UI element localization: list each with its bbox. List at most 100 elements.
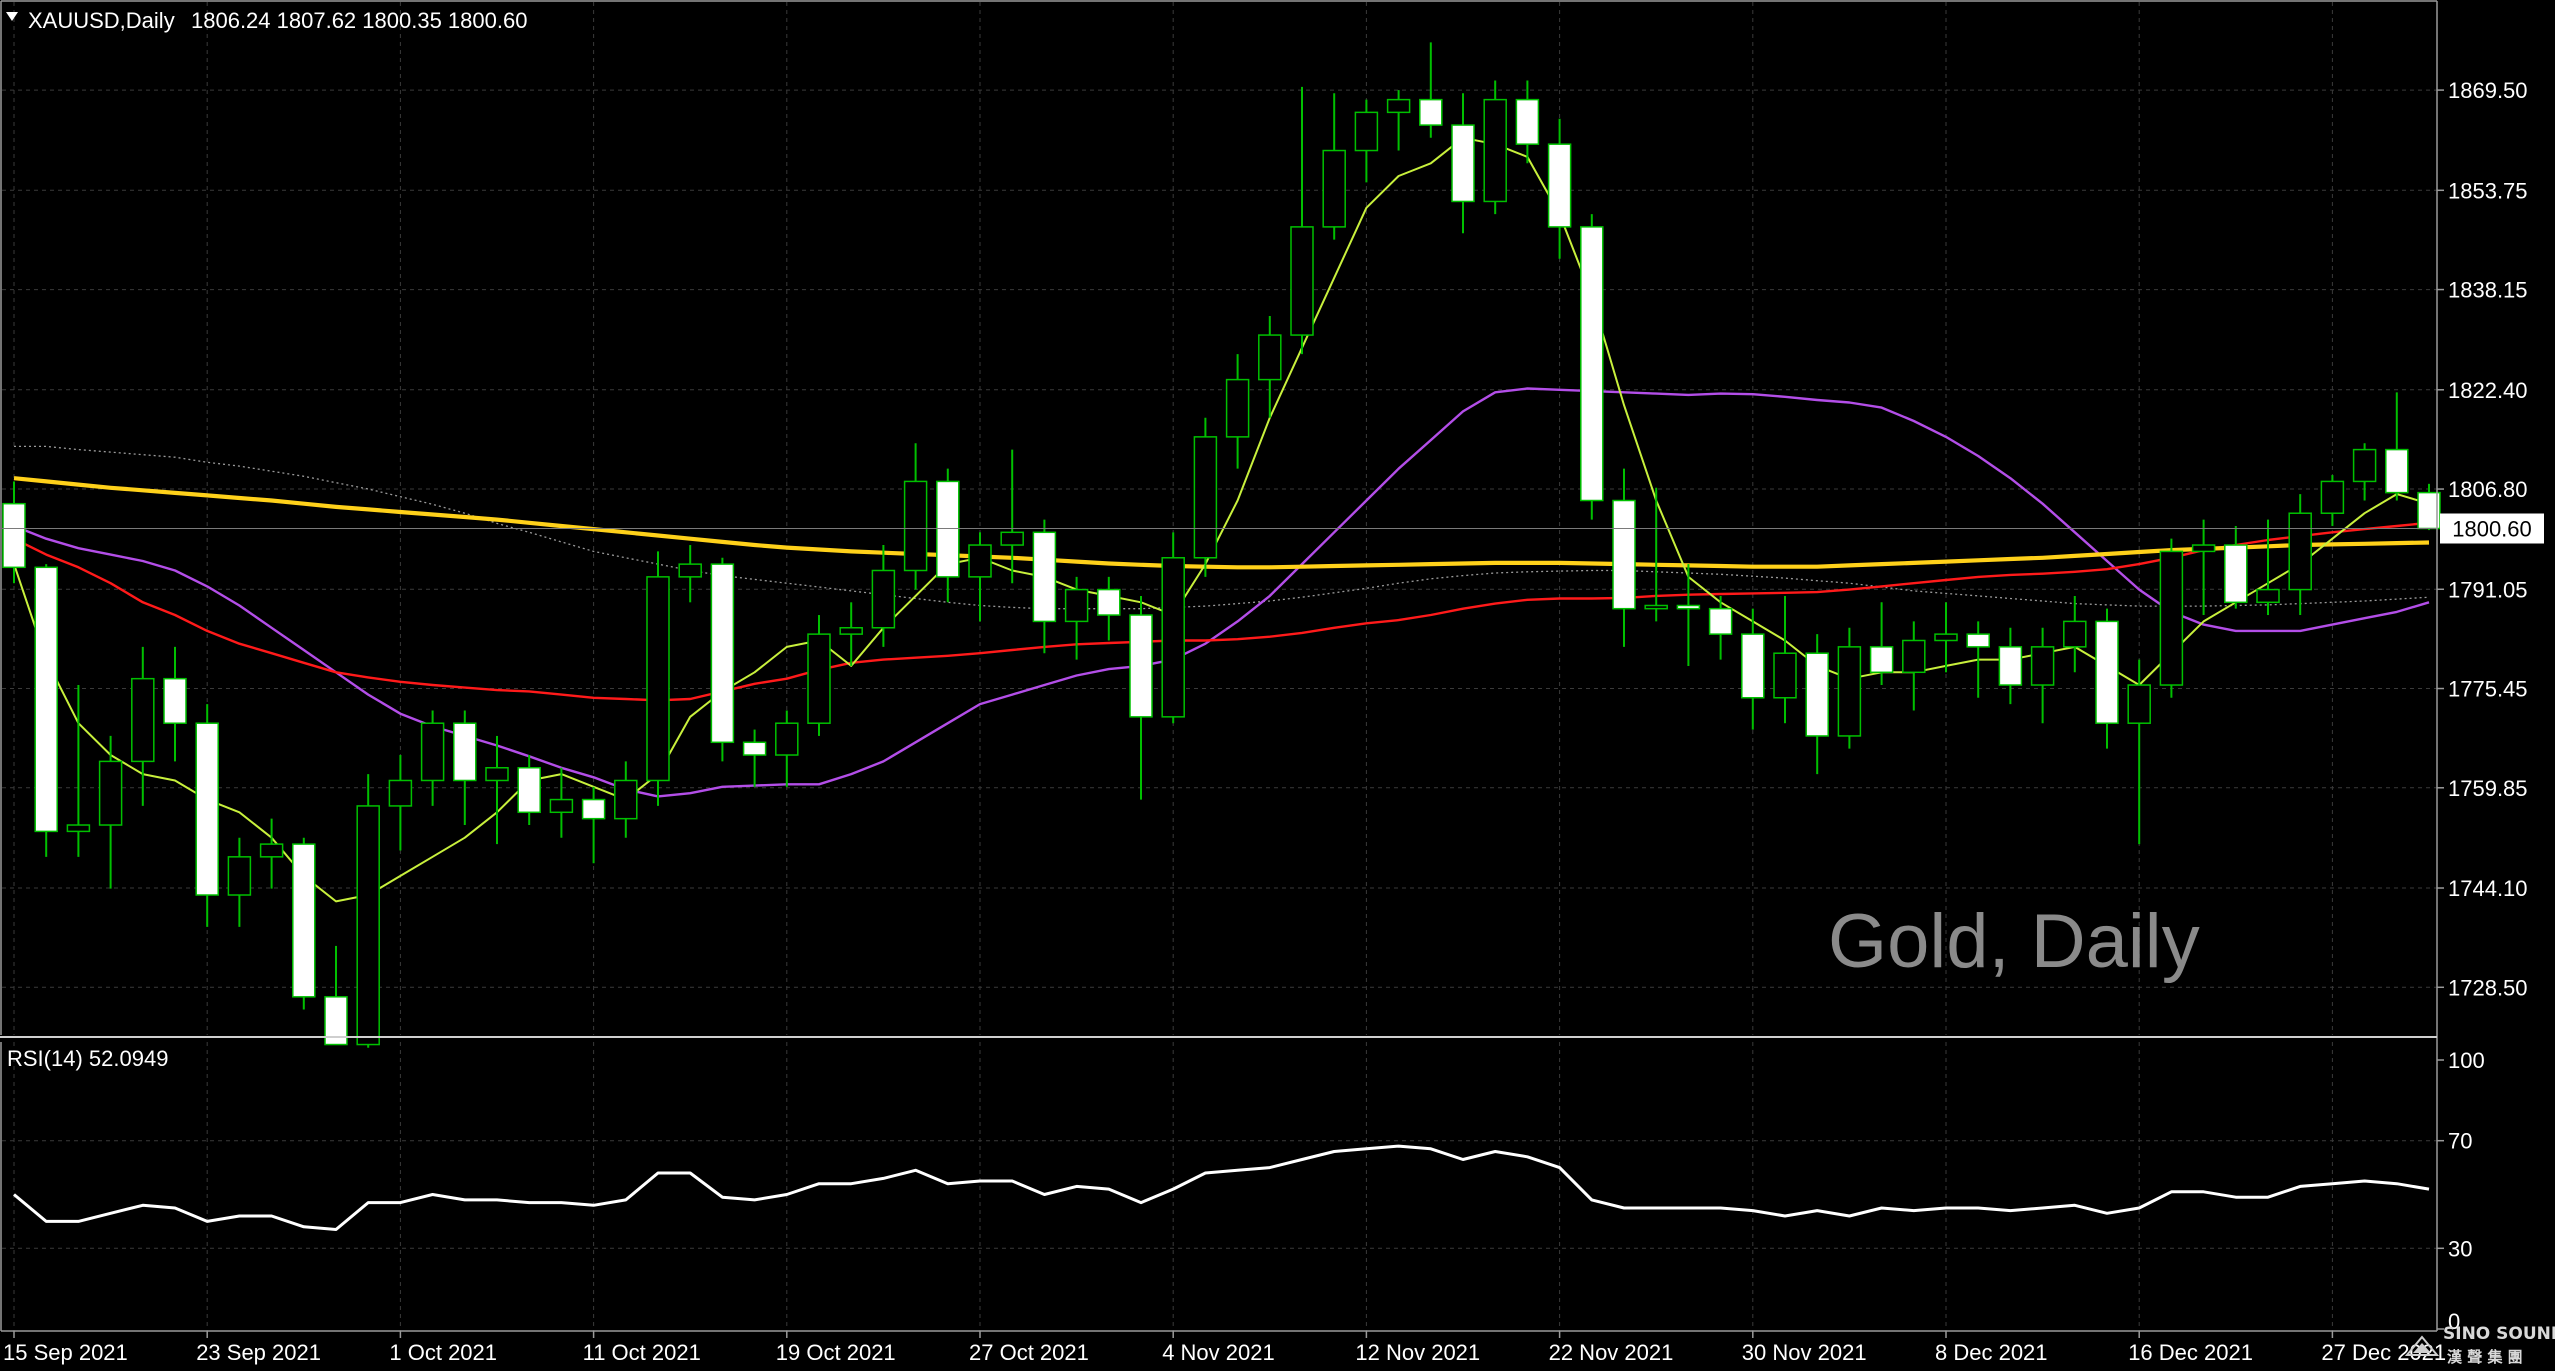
- candle-body-bull: [646, 576, 670, 782]
- candle: [936, 468, 960, 603]
- candle-body-bull: [66, 824, 91, 833]
- candle: [1225, 354, 1250, 469]
- candle-body-bear: [1580, 226, 1604, 502]
- candle: [2352, 443, 2377, 501]
- y-tick-label: 1853.75: [2448, 178, 2528, 203]
- candle: [1451, 93, 1475, 234]
- x-tick-label: 16 Dec 2021: [2128, 1340, 2253, 1365]
- candle-body-bull: [2256, 588, 2280, 604]
- candle-body-bear: [2, 502, 26, 569]
- candle: [775, 710, 799, 787]
- candle: [678, 545, 702, 603]
- candles: [2, 42, 2441, 1048]
- y-tick-label: 1759.85: [2448, 776, 2528, 801]
- candle-body-bull: [2320, 480, 2345, 514]
- y-tick-label: 1728.50: [2448, 975, 2528, 1000]
- y-tick-label: 1791.05: [2448, 577, 2528, 602]
- candle-body-bull: [2063, 620, 2087, 648]
- sino-sound-logo-icon: [2404, 1335, 2440, 1356]
- y-tick-label: 1775.45: [2448, 677, 2528, 702]
- candle: [2224, 525, 2248, 609]
- candle: [581, 786, 606, 864]
- candle-body-bull: [678, 563, 702, 578]
- candle-body-bear: [517, 767, 541, 814]
- candle-body-bull: [2159, 550, 2184, 686]
- candle: [1161, 532, 1185, 724]
- rsi-panel: [13, 1144, 2430, 1231]
- ma-purple-line: [13, 387, 2430, 798]
- symbol-header: XAUUSD,Daily: [28, 8, 175, 33]
- candle-body-bull: [1934, 633, 1958, 642]
- candle-body-bull: [259, 843, 284, 858]
- ma-yellow-line: [13, 476, 2430, 570]
- candle: [420, 710, 445, 806]
- candle: [131, 646, 155, 806]
- candle-body-bull: [1161, 557, 1185, 718]
- candle-body-bull: [1837, 646, 1862, 737]
- candle: [259, 818, 284, 889]
- candle-body-bear: [34, 566, 58, 833]
- candle-body-bull: [2191, 544, 2216, 553]
- candle: [2095, 608, 2119, 749]
- candle-body-bull: [807, 633, 831, 724]
- candle-body-bear: [1708, 607, 1733, 635]
- y-tick-label: 1838.15: [2448, 278, 2528, 303]
- candle-body-bear: [1547, 143, 1572, 228]
- candle: [1966, 621, 1990, 698]
- candle-body-bull: [1000, 531, 1024, 546]
- x-tick-label: 30 Nov 2021: [1742, 1340, 1867, 1365]
- x-tick-label: 4 Nov 2021: [1162, 1340, 1275, 1365]
- collapse-triangle-icon[interactable]: [6, 12, 18, 21]
- candle: [2159, 538, 2184, 698]
- candle: [1741, 608, 1765, 730]
- candle-body-bull: [2030, 646, 2055, 686]
- candle: [2417, 483, 2441, 531]
- price-grid: [2, 2, 2437, 1035]
- candle: [66, 685, 91, 857]
- ma-grey-line: [14, 445, 2430, 610]
- candle-body-bear: [292, 843, 316, 998]
- moving-averages: [13, 136, 2430, 903]
- candle-body-bull: [1773, 652, 1797, 699]
- candle-body-bull: [549, 798, 574, 814]
- rsi-grid: [2, 1042, 2437, 1331]
- candle: [1193, 417, 1218, 577]
- rsi-line: [13, 1144, 2430, 1231]
- candle-body-bull: [98, 760, 123, 826]
- y-tick-label: 1869.50: [2448, 78, 2528, 103]
- watermark-label: Gold, Daily: [1828, 899, 2200, 984]
- candle-body-bull: [1258, 334, 1282, 381]
- candle-body-bull: [1386, 98, 1411, 114]
- ma-fast-line: [13, 136, 2430, 903]
- candle-body-bull: [131, 677, 155, 763]
- candle-body-bear: [1032, 531, 1057, 623]
- candle-body-bear: [936, 480, 960, 578]
- candle-body-bear: [1612, 499, 1636, 610]
- candle: [1000, 449, 1024, 584]
- candle: [356, 774, 380, 1048]
- candle: [1258, 315, 1282, 418]
- candle-body-bull: [1354, 111, 1379, 152]
- candle-body-bull: [871, 569, 896, 629]
- candle-body-bull: [775, 722, 799, 756]
- candle: [2, 481, 26, 584]
- candle-body-bear: [1097, 588, 1121, 616]
- candle: [1708, 595, 1733, 660]
- ma-red-line: [13, 521, 2430, 702]
- candle: [98, 735, 123, 889]
- candle-body-bear: [2095, 620, 2119, 724]
- candle: [614, 761, 638, 838]
- rsi-axis: 100 70 30 0: [2437, 1048, 2485, 1334]
- x-tick-label: 15 Sep 2021: [3, 1340, 128, 1365]
- candle: [2256, 519, 2280, 616]
- candle: [1998, 627, 2023, 705]
- candle: [1419, 42, 1443, 138]
- candle: [2030, 627, 2055, 724]
- candle-body-bear: [2224, 544, 2248, 604]
- candle: [742, 729, 767, 787]
- candle-body-bull: [2127, 684, 2151, 724]
- candle: [646, 551, 670, 806]
- candle-body-bull: [903, 480, 928, 572]
- candle-body-bear: [581, 798, 606, 820]
